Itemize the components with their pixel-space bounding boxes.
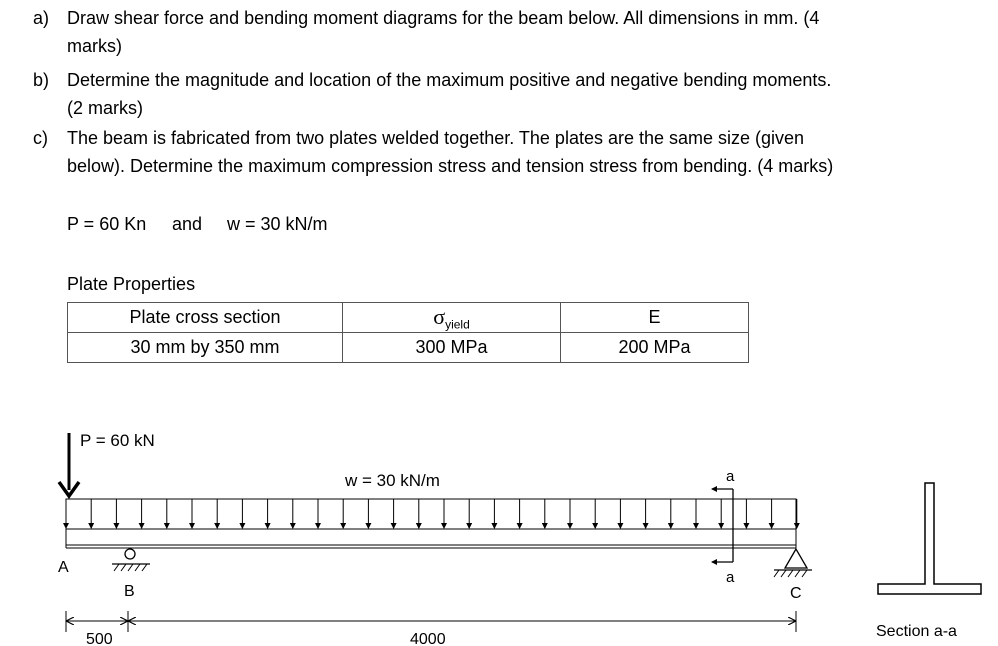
question-b-line2: (2 marks) bbox=[67, 98, 143, 118]
given-w: w = 30 kN/m bbox=[227, 214, 328, 234]
point-a-label: A bbox=[58, 559, 69, 576]
question-b-label: b) bbox=[33, 70, 50, 90]
question-b-line1: Determine the magnitude and location of … bbox=[67, 70, 832, 90]
distributed-load-label: w = 30 kN/m bbox=[344, 471, 440, 490]
point-c-label: C bbox=[790, 585, 802, 602]
header-yield-stress: σyield bbox=[342, 302, 561, 333]
header-cross-section: Plate cross section bbox=[67, 302, 343, 333]
beam bbox=[65, 529, 797, 549]
dimension-bc-label: 4000 bbox=[410, 631, 446, 646]
given-p: P = 60 Kn bbox=[67, 214, 147, 234]
point-b-label: B bbox=[124, 583, 135, 600]
pin-support-c bbox=[773, 547, 812, 578]
value-cross-section: 30 mm by 350 mm bbox=[67, 332, 343, 363]
point-load-arrow bbox=[57, 433, 81, 500]
given-and: and bbox=[172, 214, 203, 234]
dimension-ab-label: 500 bbox=[86, 631, 113, 646]
value-modulus: 200 MPa bbox=[560, 332, 749, 363]
plate-properties-table: Plate cross section σyield E 30 mm by 35… bbox=[67, 302, 749, 363]
question-c-line1: The beam is fabricated from two plates w… bbox=[67, 128, 805, 148]
distributed-load-arrows bbox=[63, 499, 800, 529]
section-cut-top-label: a bbox=[726, 468, 735, 485]
table-header-row: Plate cross section σyield E bbox=[67, 302, 749, 333]
tee-cross-section bbox=[877, 482, 982, 595]
plate-properties-title: Plate Properties bbox=[67, 274, 196, 294]
section-a-a-label: Section a-a bbox=[876, 623, 957, 640]
header-modulus: E bbox=[560, 302, 749, 333]
table-row: 30 mm by 350 mm 300 MPa 200 MPa bbox=[67, 332, 749, 363]
dimension-lines bbox=[65, 611, 797, 632]
question-a-line2: marks) bbox=[67, 36, 122, 56]
value-yield-stress: 300 MPa bbox=[342, 332, 561, 363]
section-cut-bottom-label: a bbox=[726, 569, 735, 586]
section-cut-marker bbox=[711, 486, 734, 565]
question-c-line2: below). Determine the maximum compressio… bbox=[67, 156, 834, 176]
question-c-label: c) bbox=[33, 128, 48, 148]
question-a-line1: Draw shear force and bending moment diag… bbox=[67, 8, 820, 28]
roller-support-b bbox=[112, 548, 150, 572]
question-a-label: a) bbox=[33, 8, 50, 28]
point-load-label: P = 60 kN bbox=[80, 431, 155, 450]
distributed-load-region bbox=[65, 498, 797, 530]
